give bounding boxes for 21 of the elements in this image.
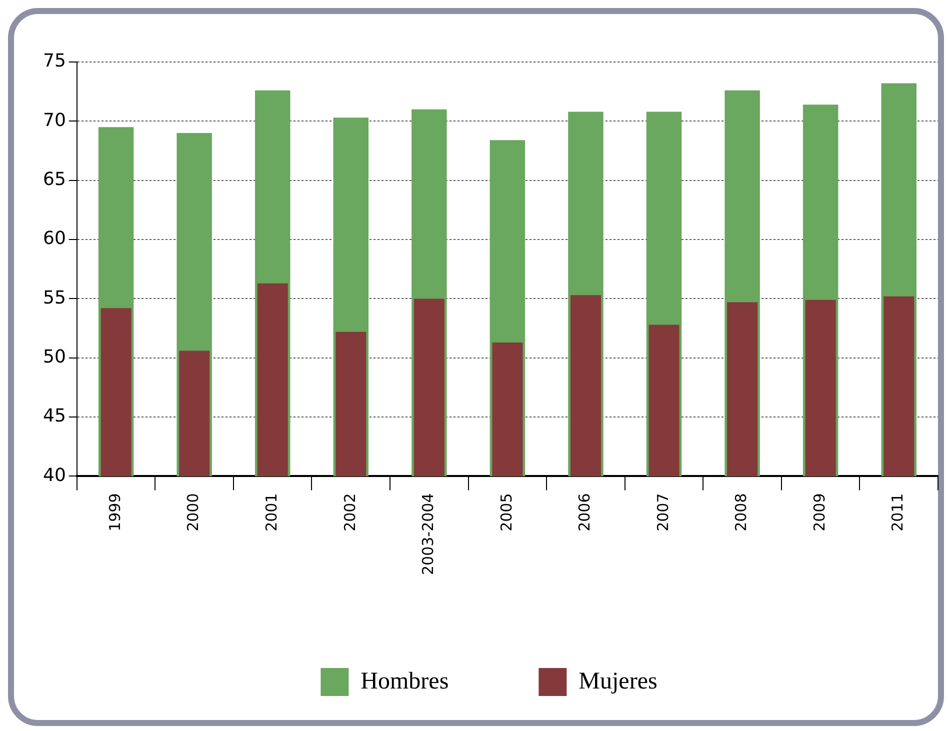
legend-label: Hombres [360, 668, 449, 694]
y-tick-label: 60 [43, 228, 66, 250]
x-tick-label: 2003-2004 [419, 493, 438, 576]
y-tick-label: 55 [43, 287, 66, 308]
y-tick-label: 45 [43, 406, 66, 427]
y-tick-label: 70 [43, 110, 66, 131]
x-tick-label: 2002 [340, 493, 359, 532]
y-tick-label: 75 [43, 50, 66, 72]
x-tick-label: 2007 [654, 493, 672, 532]
y-tick-label: 65 [43, 169, 66, 190]
x-tick-label: 2000 [184, 493, 202, 532]
x-tick-label: 2001 [262, 493, 280, 532]
x-tick-label: 2006 [576, 493, 594, 532]
x-tick-label: 2011 [888, 493, 907, 532]
x-tick-label: 1999 [106, 493, 124, 532]
x-tick-label: 2008 [732, 493, 750, 532]
y-tick-label: 50 [43, 346, 66, 368]
y-tick-label: 40 [43, 464, 66, 486]
x-tick-label: 2005 [497, 493, 516, 532]
legend-label: Mujeres [578, 668, 658, 694]
x-tick-label: 2009 [810, 493, 828, 532]
